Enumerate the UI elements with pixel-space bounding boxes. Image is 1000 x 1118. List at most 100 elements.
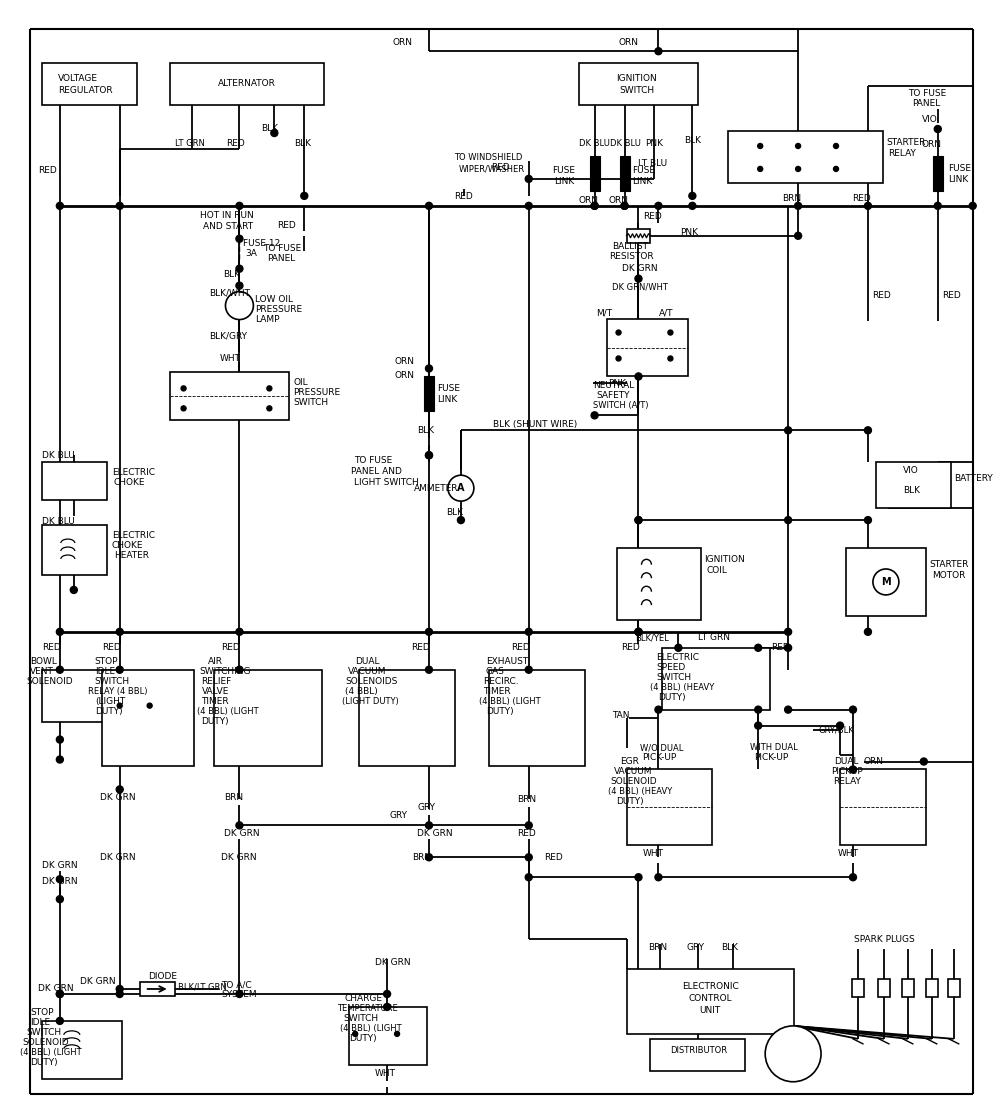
Text: BLK/LT GRN: BLK/LT GRN bbox=[178, 983, 226, 992]
Text: RECIRC.: RECIRC. bbox=[483, 678, 518, 686]
Circle shape bbox=[755, 707, 762, 713]
Text: CHOKE: CHOKE bbox=[114, 477, 145, 486]
Circle shape bbox=[395, 1032, 400, 1036]
Text: RED: RED bbox=[643, 212, 662, 221]
Text: IGNITION: IGNITION bbox=[616, 74, 657, 83]
Bar bbox=[170, 372, 289, 420]
Text: DK BLU: DK BLU bbox=[42, 451, 75, 459]
Text: WIPER/WASHER: WIPER/WASHER bbox=[459, 164, 525, 173]
Text: RELIEF: RELIEF bbox=[202, 678, 232, 686]
Circle shape bbox=[448, 475, 474, 501]
Text: (4 BBL): (4 BBL) bbox=[345, 688, 378, 697]
Text: ALTERNATOR: ALTERNATOR bbox=[217, 78, 275, 87]
Circle shape bbox=[796, 143, 801, 149]
Circle shape bbox=[591, 411, 598, 419]
Circle shape bbox=[236, 666, 243, 673]
Text: PNK: PNK bbox=[680, 228, 698, 237]
Bar bbox=[359, 670, 455, 766]
Bar bbox=[617, 548, 701, 619]
Circle shape bbox=[616, 330, 621, 335]
Text: (4 BBL) (LIGHT: (4 BBL) (LIGHT bbox=[20, 1049, 82, 1058]
Text: FUSE: FUSE bbox=[948, 164, 971, 173]
Circle shape bbox=[353, 1032, 358, 1036]
Circle shape bbox=[425, 364, 432, 372]
Bar bbox=[42, 525, 107, 575]
Text: DK BLU: DK BLU bbox=[42, 517, 75, 525]
Text: RED: RED bbox=[42, 643, 61, 652]
Circle shape bbox=[56, 628, 63, 635]
Circle shape bbox=[635, 628, 642, 635]
Text: CHARGE: CHARGE bbox=[344, 994, 382, 1004]
Circle shape bbox=[765, 1026, 821, 1082]
Text: AND START: AND START bbox=[203, 222, 253, 231]
Text: DUAL: DUAL bbox=[355, 657, 380, 666]
Text: RED: RED bbox=[852, 195, 871, 203]
Circle shape bbox=[267, 406, 272, 410]
Text: DIODE: DIODE bbox=[148, 972, 177, 980]
Text: IGNITION: IGNITION bbox=[704, 556, 745, 565]
Circle shape bbox=[457, 517, 464, 523]
Circle shape bbox=[795, 233, 802, 239]
Circle shape bbox=[425, 854, 432, 861]
Circle shape bbox=[635, 628, 642, 635]
Text: BALLIST: BALLIST bbox=[613, 243, 649, 252]
Circle shape bbox=[864, 202, 871, 209]
Text: RED: RED bbox=[771, 643, 790, 652]
Text: ELECTRONIC: ELECTRONIC bbox=[682, 983, 739, 992]
Circle shape bbox=[236, 991, 243, 997]
Text: PANEL AND: PANEL AND bbox=[351, 466, 402, 475]
Bar bbox=[170, 64, 324, 105]
Text: ELECTRIC: ELECTRIC bbox=[656, 653, 699, 662]
Circle shape bbox=[785, 628, 792, 635]
Circle shape bbox=[236, 628, 243, 635]
Text: LINK: LINK bbox=[632, 178, 653, 187]
Circle shape bbox=[796, 167, 801, 171]
Bar bbox=[349, 1007, 427, 1064]
Text: BRN: BRN bbox=[224, 793, 244, 802]
Circle shape bbox=[525, 666, 532, 673]
Text: (LIGHT DUTY): (LIGHT DUTY) bbox=[342, 698, 399, 707]
Bar bbox=[489, 670, 585, 766]
Circle shape bbox=[755, 644, 762, 652]
Circle shape bbox=[147, 703, 152, 708]
Bar bbox=[42, 1021, 122, 1079]
Text: DK GRN: DK GRN bbox=[224, 828, 260, 837]
Text: GRY: GRY bbox=[417, 803, 435, 812]
Circle shape bbox=[236, 235, 243, 243]
Text: STOP: STOP bbox=[95, 657, 118, 666]
Text: DK GRN: DK GRN bbox=[622, 264, 657, 273]
Circle shape bbox=[525, 202, 532, 209]
Text: DUTY): DUTY) bbox=[658, 693, 686, 702]
Circle shape bbox=[56, 875, 63, 883]
Text: (4 BBL) (LIGHT: (4 BBL) (LIGHT bbox=[479, 698, 540, 707]
Text: STARTER: STARTER bbox=[930, 560, 969, 569]
Bar bbox=[933, 157, 943, 191]
Text: RED: RED bbox=[226, 140, 245, 149]
Bar bbox=[620, 157, 630, 191]
Circle shape bbox=[56, 991, 63, 997]
Circle shape bbox=[225, 292, 253, 320]
Text: GRY: GRY bbox=[389, 811, 407, 819]
Bar bbox=[846, 548, 926, 616]
Circle shape bbox=[934, 125, 941, 133]
Text: ORN: ORN bbox=[922, 141, 942, 150]
Circle shape bbox=[834, 143, 839, 149]
Text: VACUUM: VACUUM bbox=[348, 667, 387, 676]
Text: M/T: M/T bbox=[597, 309, 613, 318]
Text: SOLENOID: SOLENOID bbox=[26, 678, 73, 686]
Bar bbox=[140, 982, 175, 996]
Text: DUTY): DUTY) bbox=[617, 797, 644, 806]
Text: IDLE: IDLE bbox=[30, 1018, 50, 1027]
Text: DUTY): DUTY) bbox=[349, 1034, 377, 1043]
Circle shape bbox=[425, 666, 432, 673]
Text: RED: RED bbox=[544, 853, 562, 862]
Circle shape bbox=[116, 666, 123, 673]
Circle shape bbox=[635, 275, 642, 282]
Circle shape bbox=[616, 356, 621, 361]
Text: LOW OIL: LOW OIL bbox=[255, 295, 293, 304]
Text: RED: RED bbox=[872, 291, 891, 300]
Text: FUSE 12: FUSE 12 bbox=[243, 239, 281, 248]
Text: BLK: BLK bbox=[223, 271, 240, 280]
Text: VIO: VIO bbox=[922, 114, 938, 124]
Text: A/T: A/T bbox=[658, 309, 673, 318]
